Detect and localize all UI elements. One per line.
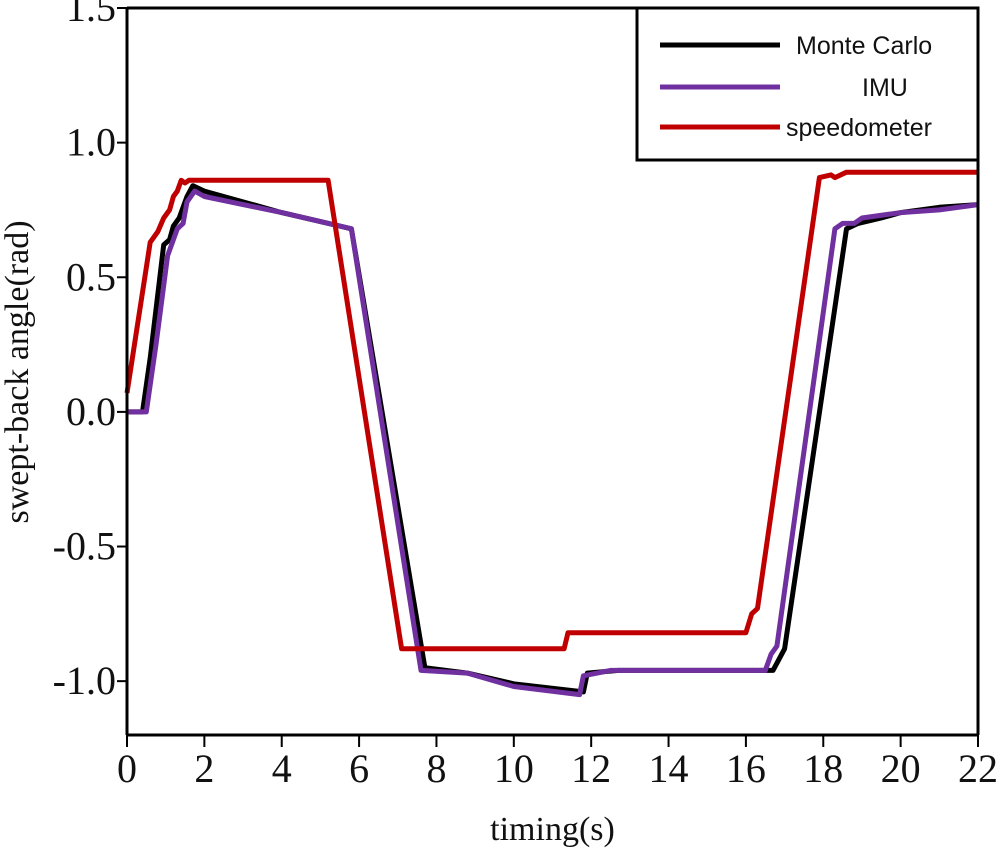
y-tick-label: 1.0 — [66, 120, 116, 165]
x-tick-label: 12 — [571, 746, 611, 791]
x-tick-label: 4 — [272, 746, 292, 791]
series-line-2 — [124, 169, 978, 652]
x-tick-label: 10 — [494, 746, 534, 791]
y-tick-label: 0.0 — [66, 389, 116, 434]
series-line-1 — [127, 188, 979, 698]
legend: Monte Carlo IMU speedometer — [635, 6, 980, 162]
series-layer — [124, 169, 979, 698]
x-tick-label: 6 — [349, 746, 369, 791]
x-axis-title: timing(s) — [490, 811, 615, 848]
y-tick-label: -0.5 — [53, 524, 116, 569]
legend-label-0: Monte Carlo — [796, 32, 932, 60]
x-tick-label: 14 — [649, 746, 689, 791]
y-tick-label: 0.5 — [66, 254, 116, 299]
x-tick-label: 8 — [426, 746, 446, 791]
x-tick-label: 0 — [117, 746, 137, 791]
legend-items: Monte Carlo IMU speedometer — [660, 32, 932, 142]
legend-box — [635, 6, 980, 162]
x-tick-label: 16 — [726, 746, 766, 791]
x-tick-label: 18 — [803, 746, 843, 791]
x-tick-label: 22 — [958, 746, 998, 791]
y-tick-label: -1.0 — [53, 658, 116, 703]
legend-label-2: speedometer — [786, 114, 932, 142]
tick-layer: 0 2 4 6 8 10 12 14 16 18 20 22 -1.0 -0.5 0.0 0.5 1.0 1.5 — [53, 0, 998, 791]
x-tick-label: 20 — [881, 746, 921, 791]
x-tick-label: 2 — [194, 746, 214, 791]
y-axis-title: swept-back angle(rad) — [0, 220, 36, 523]
legend-label-1: IMU — [862, 74, 908, 102]
series-line-0 — [127, 183, 979, 695]
y-tick-label: 1.5 — [66, 0, 116, 30]
